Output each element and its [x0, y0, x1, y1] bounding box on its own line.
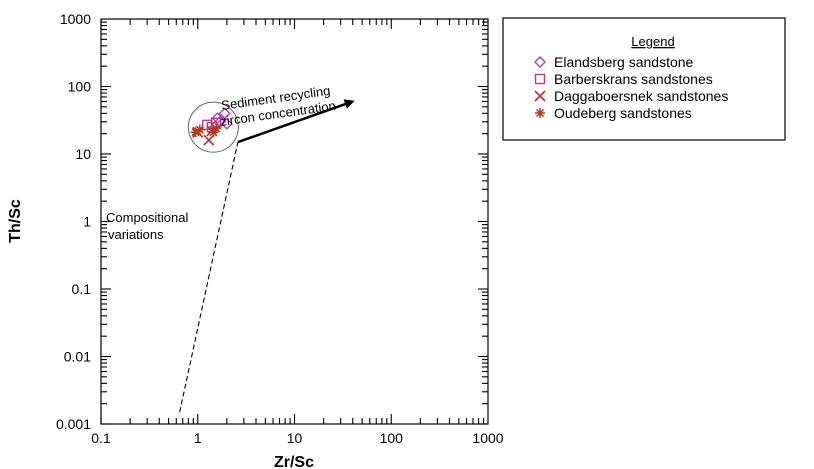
y-axis-title: Th/Sc	[7, 199, 24, 243]
annotation-compositional-1: Compositional	[106, 210, 188, 225]
legend-box	[502, 17, 786, 141]
x-tick-label: 100	[380, 430, 404, 446]
data-point	[211, 123, 222, 134]
x-tick-label: 10	[287, 430, 303, 446]
compositional-dashed-line	[179, 141, 239, 413]
legend-entry: Oudeberg sandstones	[554, 105, 692, 121]
data-point	[190, 127, 201, 138]
legend-marker	[534, 56, 546, 68]
legend-entry: Barberskrans sandstones	[554, 71, 713, 87]
data-point	[218, 107, 231, 120]
x-tick-label: 1	[194, 430, 202, 446]
legend-entry: Daggaboersnek sandstones	[554, 88, 728, 104]
y-tick-label: 100	[68, 79, 92, 95]
legend-marker	[534, 73, 546, 85]
axis-ticks	[100, 19, 488, 425]
axis-tick-labels: 0.1 1 10 100 1000 0.001 0.01 0.1 1 10 100 1000	[56, 11, 504, 446]
y-tick-label: 0.1	[72, 281, 92, 297]
x-axis-title: Zr/Sc	[274, 454, 314, 469]
legend-title: Legend	[631, 34, 674, 49]
data-point	[220, 117, 233, 130]
legend: Legend Elandsberg sandstoneBarberskrans …	[502, 17, 786, 141]
data-points	[190, 107, 233, 146]
data-point	[203, 134, 215, 146]
legend-entry: Elandsberg sandstone	[554, 54, 694, 70]
x-tick-label: 1000	[472, 430, 503, 446]
cluster-circle	[187, 101, 239, 153]
y-tick-label: 1000	[60, 11, 91, 27]
y-tick-label: 0.01	[64, 349, 91, 365]
y-tick-label: 1	[83, 214, 91, 230]
legend-marker	[534, 90, 546, 102]
y-tick-label: 0.001	[56, 416, 91, 432]
y-tick-label: 10	[75, 146, 91, 162]
data-point	[211, 112, 224, 125]
trend-lines	[179, 99, 355, 413]
recycling-arrow	[237, 99, 355, 144]
legend-marker	[535, 108, 545, 118]
data-point	[208, 127, 219, 138]
data-point	[194, 124, 205, 135]
annotation-compositional-2: variations	[108, 227, 164, 242]
x-tick-label: 0.1	[91, 430, 111, 446]
